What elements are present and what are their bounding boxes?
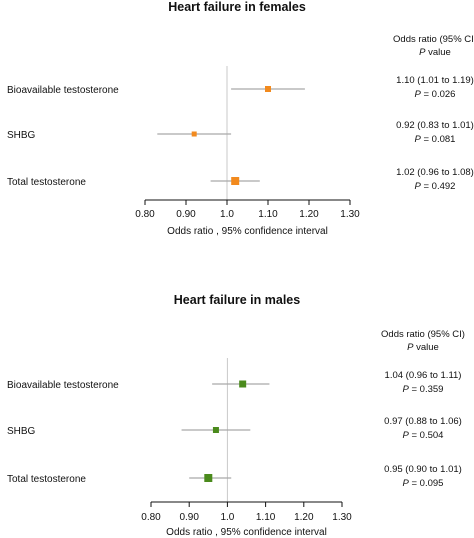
x-tick-label: 1.20 [294,512,314,523]
p-value-number: = 0.492 [421,181,456,192]
p-value-text: P = 0.095 [403,478,444,489]
p-value-text: P = 0.081 [415,134,456,145]
x-tick-label: 1.10 [256,512,276,523]
x-tick-label: 1.10 [258,209,278,220]
results-header-p-value: P value [419,47,451,58]
p-value-word: value [413,342,438,353]
row-label: SHBG [7,130,36,141]
row-label: Bioavailable testosterone [7,380,119,391]
p-italic: P [403,384,410,395]
row-label: Total testosterone [7,474,86,485]
p-value-text: P = 0.504 [403,430,444,441]
point-estimate-marker [212,427,219,433]
x-axis-label: Odds ratio , 95% confidence interval [166,527,327,538]
x-tick-label: 1.30 [332,512,352,523]
p-value-text: P = 0.359 [403,384,444,395]
p-value-number: = 0.359 [409,384,444,395]
point-estimate-marker [191,131,197,137]
or-ci-text: 1.02 (0.96 to 1.08) [396,167,474,178]
point-estimate-marker [265,86,271,92]
x-tick-label: 1.20 [299,209,319,220]
x-tick-label: 1.0 [220,512,234,523]
forest-panel-2: Heart failure in males Odds ratio (95% CI… [7,293,465,538]
results-header-p-value: P value [407,342,439,353]
or-ci-text: 1.04 (0.96 to 1.11) [385,370,462,381]
point-estimate-marker [204,474,213,482]
results-header: Odds ratio (95% CI) [381,329,465,340]
p-value-number: = 0.095 [409,478,444,489]
or-ci-text: 0.97 (0.88 to 1.06) [384,416,462,427]
or-ci-text: 1.10 (1.01 to 1.19) [396,75,474,86]
p-value-text: P = 0.026 [415,89,456,100]
point-estimate-marker [239,380,247,388]
p-value-number: = 0.081 [421,134,456,145]
panel-title: Heart failure in males [174,293,300,307]
panel-title: Heart failure in females [168,0,306,14]
x-tick-label: 1.0 [220,209,234,220]
p-italic: P [403,430,410,441]
or-ci-text: 0.92 (0.83 to 1.01) [396,120,474,131]
p-italic: P [419,47,426,58]
or-ci-text: 0.95 (0.90 to 1.01) [384,464,462,475]
x-tick-label: 1.30 [340,209,360,220]
p-italic: P [415,134,422,145]
x-tick-label: 0.90 [176,209,196,220]
p-value-word: value [425,47,450,58]
x-axis-label: Odds ratio , 95% confidence interval [167,226,328,237]
row-label: SHBG [7,426,36,437]
forest-panel-1: Heart failure in females Odds ratio (95% … [7,0,474,237]
p-value-number: = 0.504 [409,430,444,441]
x-tick-label: 0.80 [141,512,161,523]
p-italic: P [403,478,410,489]
row-label: Bioavailable testosterone [7,85,119,96]
row-label: Total testosterone [7,177,86,188]
p-italic: P [415,181,422,192]
point-estimate-marker [231,177,240,185]
results-header: Odds ratio (95% CI) [393,34,474,45]
p-value-text: P = 0.492 [415,181,456,192]
x-tick-label: 0.80 [135,209,155,220]
x-tick-label: 0.90 [179,512,199,523]
p-italic: P [407,342,414,353]
p-value-number: = 0.026 [421,89,456,100]
p-italic: P [415,89,422,100]
